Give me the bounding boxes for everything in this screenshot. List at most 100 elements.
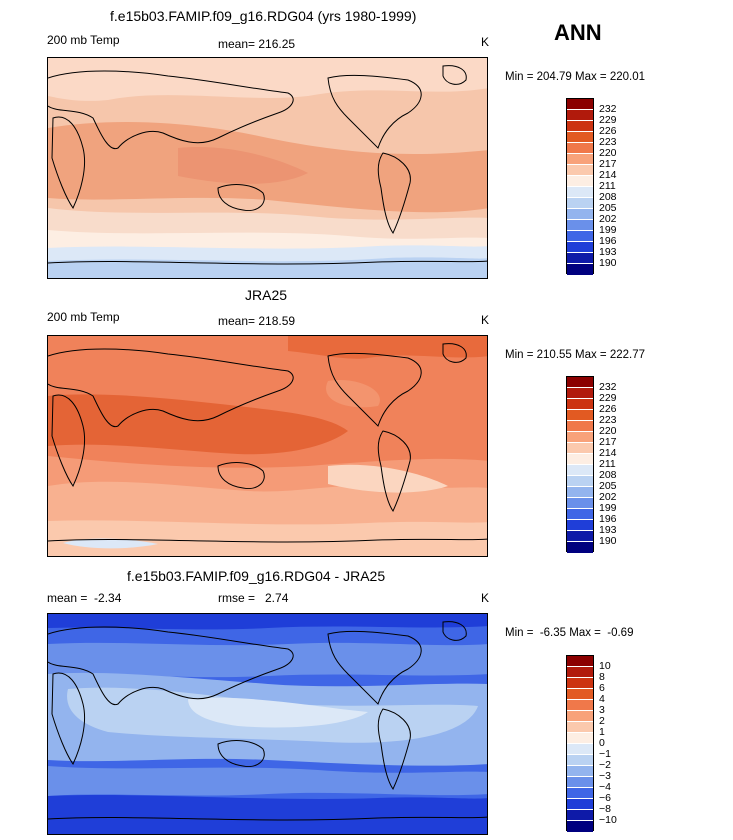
colorbar-swatch <box>567 377 593 388</box>
colorbar-label: −10 <box>599 814 617 826</box>
colorbar-label: 229 <box>599 392 617 404</box>
colorbar-swatch <box>567 711 593 722</box>
colorbar-swatch <box>567 542 593 553</box>
colorbar-label: −3 <box>599 770 611 782</box>
colorbar-label: 220 <box>599 147 617 159</box>
colorbar-label: 223 <box>599 136 617 148</box>
colorbar-swatch <box>567 143 593 154</box>
colorbar-swatch <box>567 132 593 143</box>
colorbar-label: 229 <box>599 114 617 126</box>
colorbar-label: 202 <box>599 491 617 503</box>
colorbar-swatch <box>567 110 593 121</box>
colorbar-swatch <box>567 388 593 399</box>
colorbar-label: −4 <box>599 781 611 793</box>
colorbar-label: 10 <box>599 660 611 672</box>
colorbar-swatch <box>567 755 593 766</box>
colorbar-swatch <box>567 432 593 443</box>
panel1-variable: 200 mb Temp <box>47 33 120 47</box>
colorbar-swatch <box>567 678 593 689</box>
colorbar-label: 3 <box>599 704 605 716</box>
colorbar-label: 226 <box>599 403 617 415</box>
colorbar-swatch <box>567 498 593 509</box>
season-label: ANN <box>554 20 602 45</box>
colorbar-swatch <box>567 176 593 187</box>
colorbar-label: 2 <box>599 715 605 727</box>
colorbar-label: 205 <box>599 480 617 492</box>
colorbar-label: 214 <box>599 447 617 459</box>
colorbar-label: −6 <box>599 792 611 804</box>
colorbar-label: 196 <box>599 235 617 247</box>
colorbar-swatch <box>567 465 593 476</box>
colorbar-swatch <box>567 253 593 264</box>
colorbar-swatch <box>567 799 593 810</box>
colorbar-label: 202 <box>599 213 617 225</box>
colorbar-label: 211 <box>599 458 616 470</box>
colorbar-swatch <box>567 700 593 711</box>
colorbar-swatch <box>567 242 593 253</box>
colorbar-swatch <box>567 733 593 744</box>
colorbar-label: 214 <box>599 169 617 181</box>
panel3-title: f.e15b03.FAMIP.f09_g16.RDG04 - JRA25 <box>127 568 386 584</box>
colorbar-label: 208 <box>599 191 617 203</box>
colorbar-label: −2 <box>599 759 611 771</box>
panel3-units: K <box>481 591 490 605</box>
colorbar-swatch <box>567 165 593 176</box>
colorbar-swatch <box>567 689 593 700</box>
colorbar-label: 217 <box>599 436 617 448</box>
colorbar-label: 199 <box>599 224 617 236</box>
colorbar-swatch <box>567 810 593 821</box>
panel3-rmse: rmse = 2.74 <box>218 591 289 605</box>
colorbar-swatch <box>567 399 593 410</box>
colorbar-swatch <box>567 766 593 777</box>
panel1-colorbar <box>566 98 594 275</box>
colorbar-swatch <box>567 777 593 788</box>
panel3-mean: mean = -2.34 <box>47 591 122 605</box>
colorbar-label: −1 <box>599 748 611 760</box>
panel2-mean: mean= 218.59 <box>218 314 296 328</box>
colorbar-label: 190 <box>599 535 617 547</box>
colorbar-label: 211 <box>599 180 616 192</box>
panel1-minmax: Min = 204.79 Max = 220.01 <box>505 71 646 83</box>
colorbar-swatch <box>567 121 593 132</box>
panel1-title: f.e15b03.FAMIP.f09_g16.RDG04 (yrs 1980-1… <box>110 8 417 24</box>
panel1-map <box>47 57 488 279</box>
colorbar-swatch <box>567 198 593 209</box>
colorbar-swatch <box>567 509 593 520</box>
colorbar-label: 8 <box>599 671 605 683</box>
colorbar-label: 193 <box>599 524 617 536</box>
colorbar-label: 217 <box>599 158 617 170</box>
colorbar-swatch <box>567 187 593 198</box>
panel2-variable: 200 mb Temp <box>47 310 120 324</box>
colorbar-label: −8 <box>599 803 611 815</box>
colorbar-swatch <box>567 264 593 275</box>
colorbar-label: 196 <box>599 513 617 525</box>
panel2-units: K <box>481 313 490 327</box>
colorbar-swatch <box>567 220 593 231</box>
colorbar-swatch <box>567 821 593 832</box>
colorbar-label: 232 <box>599 381 617 393</box>
colorbar-label: 223 <box>599 414 617 426</box>
colorbar-swatch <box>567 154 593 165</box>
colorbar-label: 226 <box>599 125 617 137</box>
colorbar-swatch <box>567 209 593 220</box>
panel3-map <box>47 613 488 835</box>
colorbar-label: 190 <box>599 257 617 269</box>
colorbar-label: 6 <box>599 682 605 694</box>
panel1-units: K <box>481 35 490 49</box>
colorbar-swatch <box>567 531 593 542</box>
colorbar-label: 205 <box>599 202 617 214</box>
colorbar-swatch <box>567 476 593 487</box>
colorbar-label: 0 <box>599 737 605 749</box>
colorbar-label: 208 <box>599 469 617 481</box>
panel2-map <box>47 335 488 557</box>
panel1-mean: mean= 216.25 <box>218 37 296 51</box>
colorbar-label: 220 <box>599 425 617 437</box>
colorbar-swatch <box>567 421 593 432</box>
colorbar-label: 199 <box>599 502 617 514</box>
colorbar-label: 4 <box>599 693 605 705</box>
colorbar-swatch <box>567 667 593 678</box>
panel3-colorbar <box>566 655 594 832</box>
colorbar-swatch <box>567 520 593 531</box>
colorbar-swatch <box>567 443 593 454</box>
colorbar-swatch <box>567 99 593 110</box>
